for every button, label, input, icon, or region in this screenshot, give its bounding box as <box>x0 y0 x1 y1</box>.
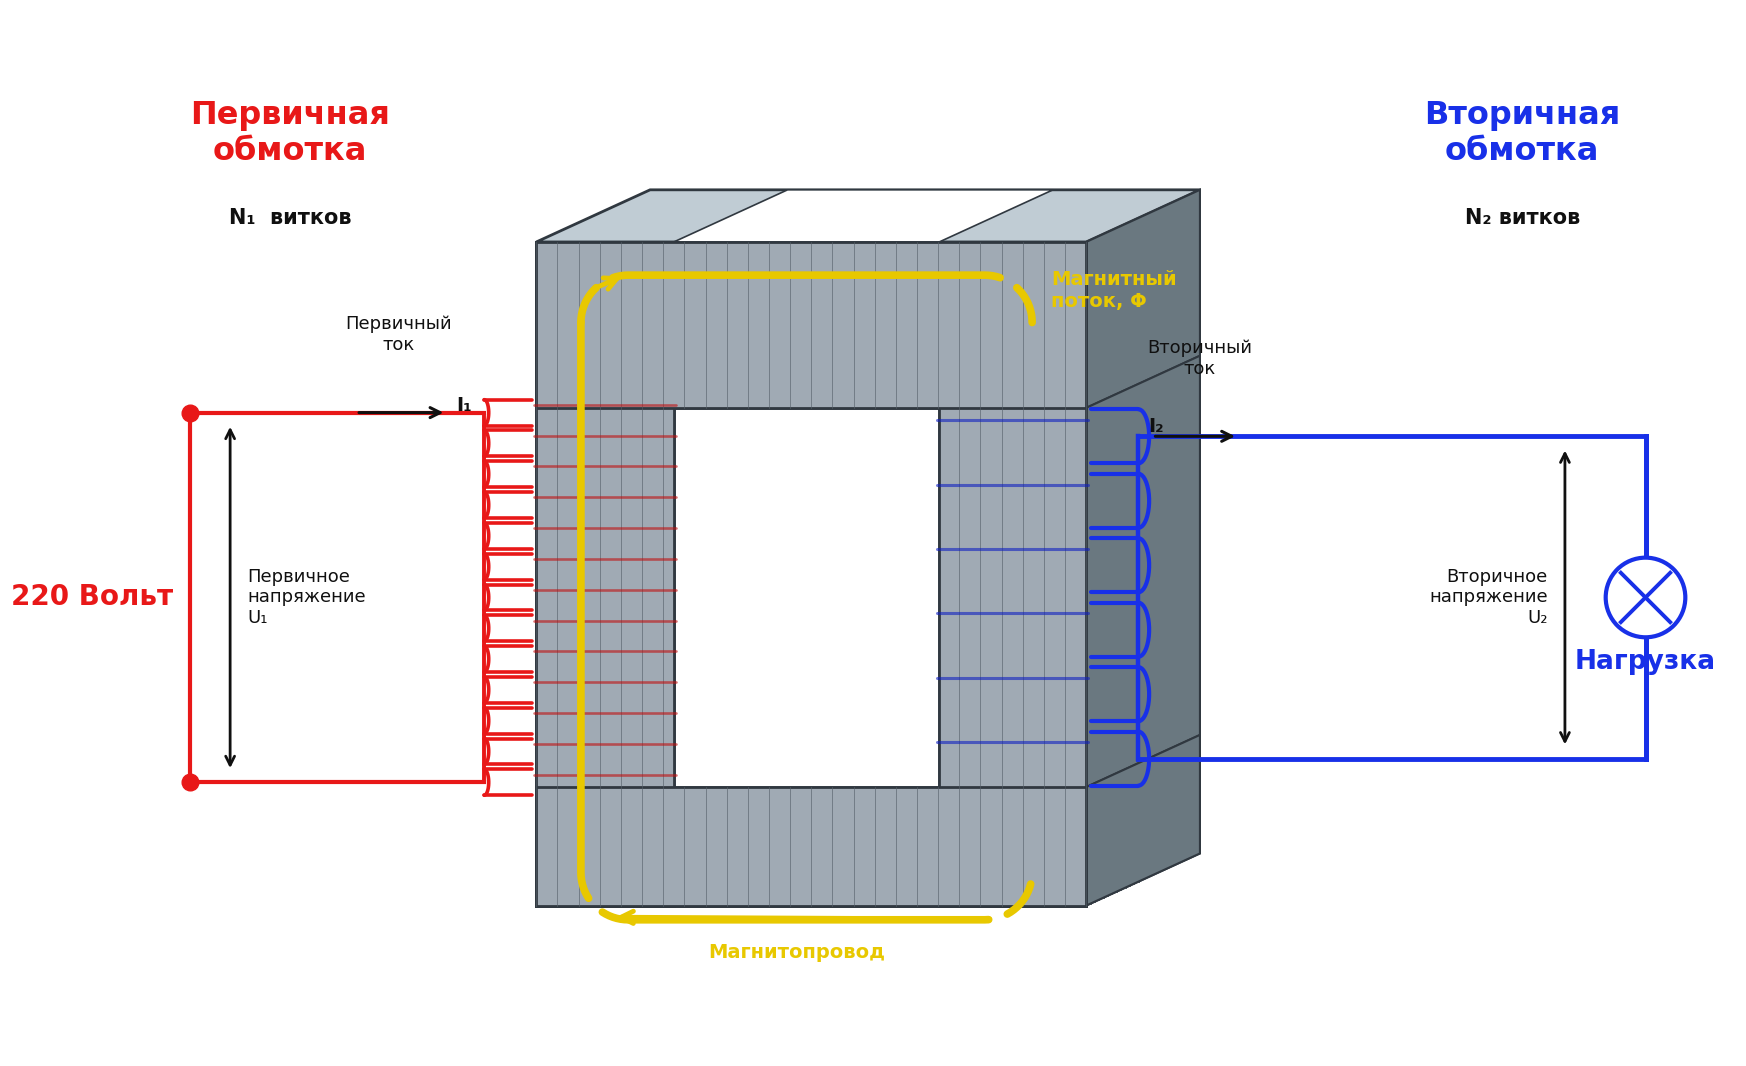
Polygon shape <box>536 242 674 906</box>
Polygon shape <box>1086 190 1200 906</box>
Text: Первичная
обмотка: Первичная обмотка <box>190 100 389 166</box>
Text: Вторичная
обмотка: Вторичная обмотка <box>1425 100 1620 166</box>
Text: I₁: I₁ <box>456 395 471 415</box>
Circle shape <box>1606 558 1685 637</box>
Text: Первичное
напряжение
U₁: Первичное напряжение U₁ <box>248 568 367 627</box>
Polygon shape <box>536 242 1086 408</box>
Polygon shape <box>536 242 674 906</box>
Polygon shape <box>536 242 1086 408</box>
Text: Первичный
ток: Первичный ток <box>346 316 452 354</box>
Polygon shape <box>939 356 1053 787</box>
Polygon shape <box>536 190 1200 242</box>
Text: N₁  витков: N₁ витков <box>229 208 351 228</box>
Polygon shape <box>939 242 1086 906</box>
Polygon shape <box>536 787 1086 906</box>
Text: N₂ витков: N₂ витков <box>1465 208 1580 228</box>
Polygon shape <box>1086 734 1200 906</box>
Text: Магнитопровод: Магнитопровод <box>709 943 885 963</box>
Text: Вторичный
ток: Вторичный ток <box>1147 339 1252 377</box>
Polygon shape <box>536 787 1086 906</box>
Text: I₂: I₂ <box>1147 417 1163 436</box>
Polygon shape <box>1086 356 1200 787</box>
Polygon shape <box>674 356 1053 408</box>
Text: Магнитный
поток, Φ: Магнитный поток, Φ <box>1051 271 1177 311</box>
Polygon shape <box>939 242 1086 906</box>
Text: Нагрузка: Нагрузка <box>1575 648 1716 675</box>
Polygon shape <box>1086 190 1200 408</box>
Text: Вторичное
напряжение
U₂: Вторичное напряжение U₂ <box>1430 568 1549 627</box>
Polygon shape <box>674 190 1053 242</box>
Polygon shape <box>674 408 939 787</box>
Text: 220 Вольт: 220 Вольт <box>10 583 173 612</box>
